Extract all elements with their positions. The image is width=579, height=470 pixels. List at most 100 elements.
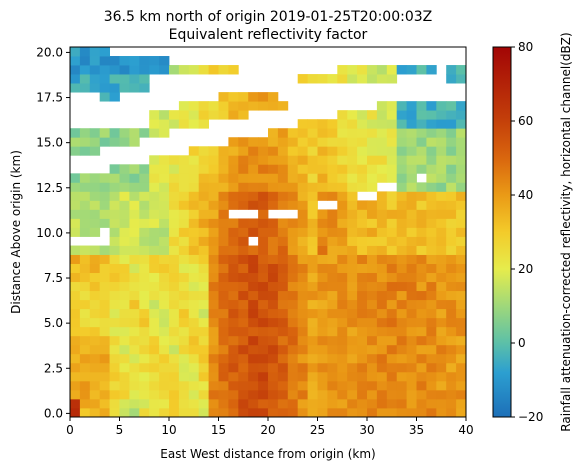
heatmap-cell — [238, 155, 249, 165]
heatmap-cell — [307, 353, 318, 364]
heatmap-cell — [277, 281, 289, 292]
heatmap-cell — [396, 299, 407, 310]
heatmap-cell — [446, 335, 457, 346]
heatmap-cell — [218, 335, 229, 346]
heatmap-cell — [109, 299, 120, 310]
heatmap-cell — [396, 263, 407, 274]
heatmap-cell — [297, 308, 308, 319]
heatmap-cell — [386, 290, 398, 301]
heatmap-cell — [119, 335, 130, 346]
heatmap-cell — [327, 371, 338, 382]
heatmap-cell — [386, 317, 398, 328]
heatmap-cell — [347, 263, 358, 274]
heatmap-cell — [139, 299, 150, 310]
heatmap-cell — [248, 380, 259, 391]
heatmap-cell — [109, 335, 120, 346]
heatmap-cell — [198, 173, 209, 183]
heatmap-cell — [159, 371, 170, 382]
heatmap-cell — [79, 407, 91, 417]
heatmap-cell — [367, 209, 378, 219]
heatmap-cell — [396, 227, 407, 237]
heatmap-cell — [446, 65, 457, 75]
heatmap-cell — [70, 281, 81, 292]
heatmap-cell — [406, 227, 417, 237]
heatmap-cell — [238, 254, 249, 264]
heatmap-cell — [89, 209, 101, 219]
heatmap-cell — [139, 164, 150, 174]
heatmap-cell — [386, 407, 398, 417]
heatmap-cell — [149, 380, 160, 391]
heatmap-cell — [297, 245, 308, 255]
heatmap-cell — [337, 308, 348, 319]
heatmap-cell — [198, 110, 209, 120]
heatmap-cell — [228, 182, 239, 192]
heatmap-cell — [367, 308, 378, 319]
heatmap-cell — [367, 227, 378, 237]
heatmap-cell — [446, 263, 457, 274]
heatmap-cell — [347, 236, 358, 246]
heatmap-cell — [268, 335, 279, 346]
heatmap-cell — [70, 56, 81, 66]
heatmap-cell — [337, 263, 348, 274]
heatmap-cell — [198, 308, 209, 319]
heatmap-cell — [188, 407, 200, 417]
heatmap-cell — [79, 146, 91, 156]
heatmap-cell — [198, 272, 209, 283]
heatmap-cell — [297, 173, 308, 183]
heatmap-cell — [446, 389, 457, 400]
heatmap-cell — [317, 308, 328, 319]
heatmap-cell — [169, 326, 180, 337]
heatmap-cell — [426, 290, 437, 301]
heatmap-cell — [317, 263, 328, 274]
heatmap-cell — [396, 362, 407, 373]
heatmap-cell — [178, 209, 190, 219]
heatmap-cell — [139, 83, 150, 93]
heatmap-cell — [297, 74, 308, 84]
heatmap-cell — [228, 344, 239, 355]
heatmap-cell — [218, 344, 229, 355]
heatmap-cell — [367, 164, 378, 174]
heatmap-cell — [386, 281, 398, 292]
heatmap-cell — [258, 353, 269, 364]
heatmap-cell — [297, 137, 308, 147]
heatmap-cell — [386, 344, 398, 355]
heatmap-cell — [307, 398, 318, 409]
heatmap-cell — [149, 56, 160, 66]
heatmap-cell — [446, 380, 457, 391]
heatmap-cell — [406, 65, 417, 75]
heatmap-cell — [208, 335, 219, 346]
heatmap-cell — [159, 389, 170, 400]
heatmap-cell — [396, 317, 407, 328]
heatmap-cell — [218, 290, 229, 301]
heatmap-cell — [188, 389, 200, 400]
heatmap-cell — [99, 362, 110, 373]
heatmap-cell — [317, 218, 328, 228]
heatmap-cell — [248, 101, 259, 111]
heatmap-cell — [357, 173, 368, 183]
heatmap-cell — [198, 299, 209, 310]
heatmap-cell — [367, 200, 378, 210]
heatmap-cell — [436, 263, 447, 274]
heatmap-cell — [337, 254, 348, 264]
heatmap-cell — [139, 380, 150, 391]
heatmap-cell — [198, 200, 209, 210]
heatmap-cell — [327, 182, 338, 192]
heatmap-cell — [456, 398, 466, 409]
heatmap-cell — [386, 389, 398, 400]
heatmap-cell — [198, 245, 209, 255]
heatmap-cell — [327, 317, 338, 328]
heatmap-cell — [248, 191, 259, 201]
heatmap-cell — [208, 389, 219, 400]
heatmap-cell — [99, 263, 110, 274]
heatmap-cell — [307, 155, 318, 165]
heatmap-cell — [70, 389, 81, 400]
heatmap-cell — [129, 389, 140, 400]
heatmap-cell — [307, 308, 318, 319]
heatmap-cell — [79, 344, 91, 355]
heatmap-cell — [218, 263, 229, 274]
heatmap-cell — [159, 254, 170, 264]
heatmap-cell — [198, 380, 209, 391]
heatmap-cell — [357, 182, 368, 192]
heatmap-cell — [218, 92, 229, 102]
heatmap-cell — [169, 362, 180, 373]
